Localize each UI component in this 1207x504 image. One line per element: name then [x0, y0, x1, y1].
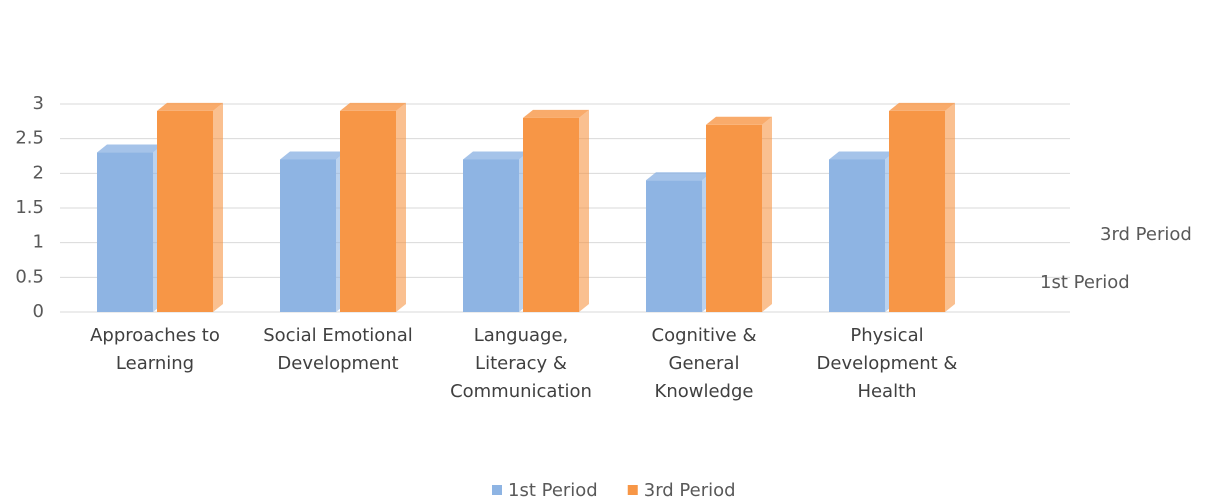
bar-top [340, 102, 406, 111]
bar-side [945, 102, 955, 312]
y-tick-label: 0.5 [15, 266, 44, 287]
bar [97, 152, 153, 312]
bar [646, 180, 702, 312]
bar-side [762, 116, 772, 312]
legend-swatch [492, 485, 502, 495]
bar [157, 110, 213, 312]
bar-top [157, 102, 223, 111]
depth-label: 3rd Period [1100, 224, 1192, 245]
legend-swatch [627, 485, 638, 495]
bar [523, 117, 579, 312]
y-tick-label: 1.5 [15, 197, 44, 218]
bar-side [213, 102, 223, 312]
y-tick-label: 0 [33, 301, 44, 322]
bar [889, 110, 945, 312]
bar-top [523, 109, 589, 118]
bar-side [396, 102, 406, 312]
bar-top [97, 144, 163, 153]
legend-label: 1st Period [508, 480, 598, 501]
y-tick-label: 1 [33, 232, 44, 253]
x-tick-label: Cognitive & General Knowledge [651, 325, 757, 402]
x-tick-label: Physical Development & Health [816, 325, 958, 402]
bar-top [889, 102, 955, 111]
bar-top [463, 151, 529, 160]
bar [280, 159, 336, 312]
y-tick-label: 2.5 [15, 128, 44, 149]
bar-side [579, 109, 589, 312]
bar [829, 159, 885, 312]
depth-label: 1st Period [1040, 272, 1130, 293]
bar [463, 159, 519, 312]
bar-top [280, 151, 346, 160]
bar-top [646, 172, 712, 181]
x-tick-label: Social Emotional Development [263, 325, 413, 374]
legend-label: 3rd Period [644, 480, 736, 501]
y-tick-label: 2 [33, 162, 44, 183]
bar [340, 110, 396, 312]
x-tick-label: Approaches to Learning [90, 325, 220, 374]
bar-top [706, 116, 772, 125]
x-tick-label: Language, Literacy & Communication [450, 325, 592, 402]
bar-top [829, 151, 895, 160]
bar [706, 124, 762, 312]
y-tick-label: 3 [33, 93, 44, 114]
